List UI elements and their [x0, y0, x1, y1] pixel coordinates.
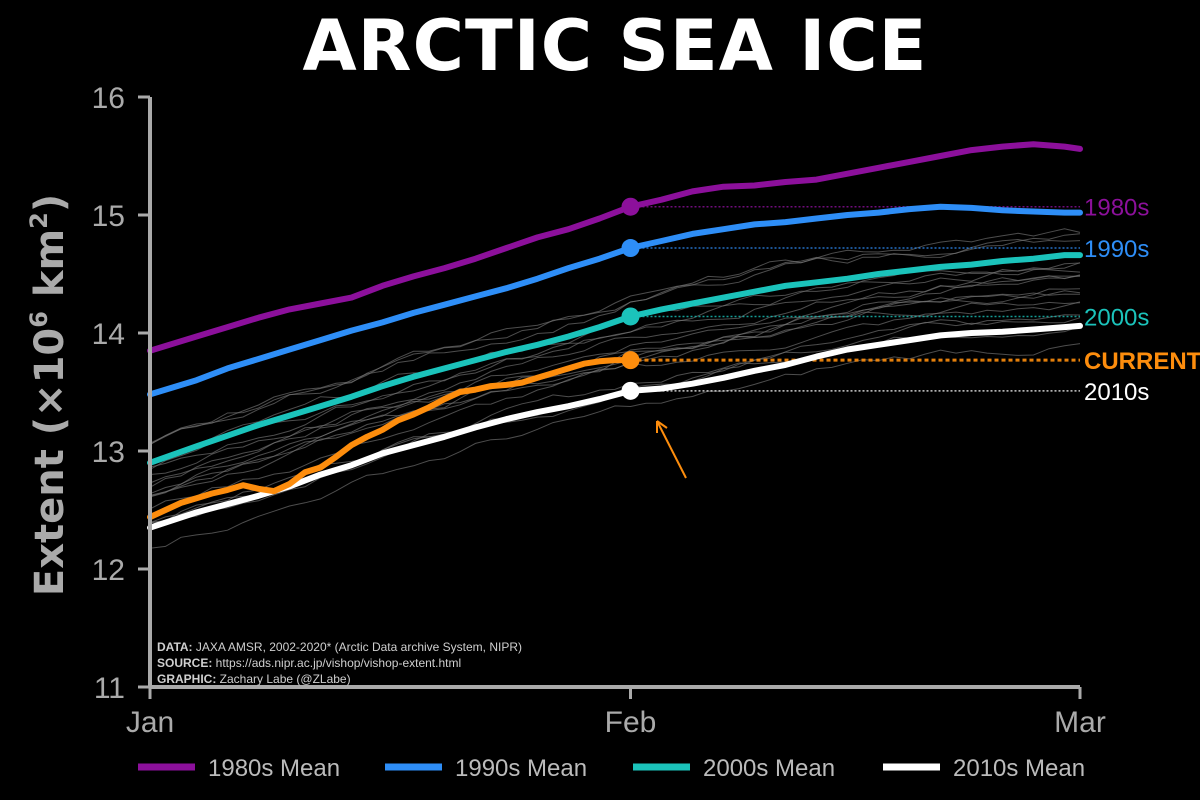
- feb-dots: [621, 197, 640, 400]
- x-tick-label: Jan: [126, 706, 174, 739]
- svg-text:GRAPHIC: Zachary Labe (@ZLabe): GRAPHIC: Zachary Labe (@ZLabe): [157, 672, 351, 686]
- chart-title: ARCTIC SEA ICE: [303, 5, 928, 87]
- legend: 1980s Mean 1990s Mean 2000s Mean 2010s Mean: [138, 755, 1085, 782]
- year-line: [149, 326, 1081, 524]
- year-line: [149, 275, 1081, 488]
- year-line: [149, 301, 1081, 497]
- dot-current: [621, 351, 640, 370]
- svg-text:SOURCE: https://ads.nipr.ac.jp: SOURCE: https://ads.nipr.ac.jp/vishop/vi…: [157, 656, 461, 670]
- series-line-current: [147, 357, 634, 521]
- x-tick-label: Feb: [605, 706, 657, 739]
- axes: 11 12 13 14 15 16 Jan Feb Mar: [92, 82, 1106, 739]
- y-tick-label: 16: [92, 82, 125, 115]
- year-line: [149, 343, 1081, 549]
- year-line: [149, 274, 1081, 484]
- year-line: [149, 268, 1081, 470]
- year-line: [149, 275, 1081, 475]
- series-line-1990s: [147, 203, 1083, 398]
- end-label-1980s: 1980s: [1084, 195, 1149, 222]
- y-tick-label: 11: [94, 672, 125, 705]
- end-label-2000s: 2000s: [1084, 304, 1149, 331]
- reference-lines: [630, 205, 1080, 392]
- year-line: [149, 301, 1081, 510]
- y-tick-label: 12: [92, 554, 125, 587]
- svg-text:DATA: JAXA AMSR, 2002-2020* (A: DATA: JAXA AMSR, 2002-2020* (Arctic Data…: [157, 640, 522, 654]
- end-label-current: CURRENT: [1084, 348, 1200, 375]
- x-tick-label: Mar: [1054, 706, 1106, 739]
- y-axis-label: Extent (×106 km2): [25, 194, 73, 596]
- dot-2010s: [621, 381, 640, 400]
- individual-year-lines: [149, 228, 1081, 549]
- year-line: [149, 233, 1081, 444]
- year-line: [149, 238, 1081, 446]
- legend-label: 1980s Mean: [208, 755, 340, 782]
- y-tick-label: 15: [92, 200, 125, 233]
- year-line: [149, 290, 1081, 498]
- end-label-1990s: 1990s: [1084, 236, 1149, 263]
- legend-label: 2010s Mean: [953, 755, 1085, 782]
- dot-1980s: [621, 197, 640, 216]
- y-tick-label: 13: [92, 436, 125, 469]
- dot-1990s: [621, 239, 640, 258]
- end-labels: 1980s 1990s 2000s 2010s CURRENT: [1084, 195, 1200, 406]
- year-line: [149, 228, 1081, 445]
- legend-label: 2000s Mean: [703, 755, 835, 782]
- credits: DATA: JAXA AMSR, 2002-2020* (Arctic Data…: [157, 640, 522, 686]
- series-line-2010s: [147, 322, 1083, 531]
- legend-label: 1990s Mean: [455, 755, 587, 782]
- current-arrow-head: [656, 420, 668, 433]
- y-tick-label: 14: [92, 318, 125, 351]
- current-arrow: [656, 420, 687, 479]
- end-label-2010s: 2010s: [1084, 379, 1149, 406]
- year-line: [149, 262, 1081, 468]
- dot-2000s: [621, 307, 640, 326]
